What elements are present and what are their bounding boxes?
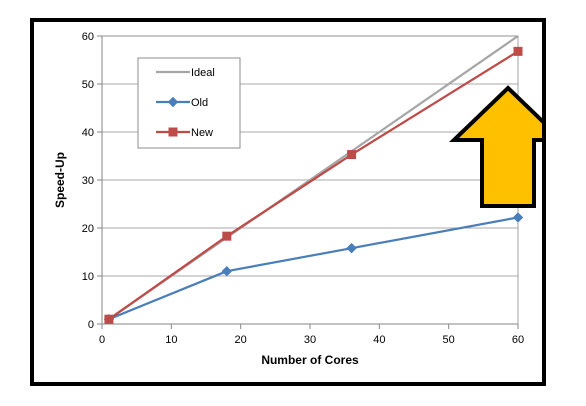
axes: 0 10 20 30 40 50 60 0 10 20 30 40 50 60: [82, 31, 524, 346]
legend-entry-old: Old: [156, 96, 208, 109]
annotation-layer: [449, 85, 542, 208]
y-tick-label: 10: [82, 271, 94, 283]
x-axis-title: Number of Cores: [261, 353, 359, 367]
data-point-new: [222, 231, 232, 241]
legend: Ideal Old New: [137, 57, 241, 149]
series-layer: [103, 35, 524, 325]
y-tick-label: 30: [82, 175, 94, 187]
data-point-old: [221, 265, 233, 277]
y-axis-title: Speed-Up: [53, 152, 67, 208]
legend-marker: [168, 127, 178, 137]
x-tick-label: 60: [512, 334, 524, 346]
series-new: [104, 46, 523, 324]
series-old: [103, 212, 524, 325]
y-tick-label: 60: [82, 31, 94, 43]
up-arrow-annotation: [449, 85, 542, 208]
x-tick-label: 20: [235, 334, 247, 346]
data-point-new: [513, 46, 523, 56]
x-tick-label: 30: [304, 334, 316, 346]
data-point-new: [347, 150, 357, 160]
legend-label: Old: [191, 97, 208, 109]
legend-marker: [167, 96, 179, 108]
legend-label: New: [191, 127, 213, 139]
data-point-old: [512, 212, 524, 223]
y-tick-label: 0: [88, 319, 94, 331]
series-line-old: [108, 216, 519, 321]
x-tick-label: 10: [165, 334, 177, 346]
y-tick-label: 50: [82, 79, 94, 91]
series-line-new: [108, 50, 519, 321]
x-tick-label: 0: [99, 334, 105, 346]
data-point-old: [346, 242, 357, 254]
data-point-new: [104, 314, 114, 324]
legend-entry-ideal: Ideal: [156, 67, 215, 79]
legend-entry-new: New: [156, 127, 213, 139]
y-tick-label: 20: [82, 223, 94, 235]
speedup-chart: 0 10 20 30 40 50 60 0 10 20 30 40 50 60 Ideal Old New N…: [53, 31, 542, 367]
chart-frame: 0 10 20 30 40 50 60 0 10 20 30 40 50 60 Ideal Old New N…: [30, 18, 546, 386]
x-tick-label: 50: [443, 334, 455, 346]
legend-label: Ideal: [191, 67, 215, 79]
y-tick-label: 40: [82, 127, 94, 139]
x-tick-label: 40: [373, 334, 385, 346]
